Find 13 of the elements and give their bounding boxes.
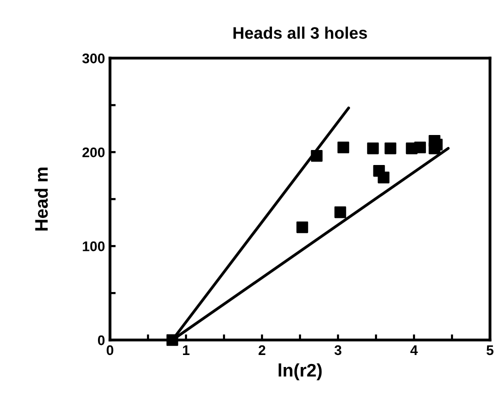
y-tick-label: 200 xyxy=(82,147,105,158)
y-tick-label: 0 xyxy=(98,335,105,346)
x-axis-title: ln(r2) xyxy=(278,363,322,380)
x-tick-label: 5 xyxy=(486,345,494,356)
x-tick-label: 4 xyxy=(410,345,418,355)
x-tick-label: 3 xyxy=(334,345,342,356)
x-tick-label: 1 xyxy=(183,345,190,355)
x-tick-label: 2 xyxy=(258,345,266,355)
chart-title: Heads all 3 holes xyxy=(233,26,367,39)
y-axis-title: Head m xyxy=(34,168,48,230)
y-tick-label: 300 xyxy=(82,53,105,64)
y-tick-label: 100 xyxy=(82,241,105,252)
x-tick-label: 0 xyxy=(106,345,114,356)
